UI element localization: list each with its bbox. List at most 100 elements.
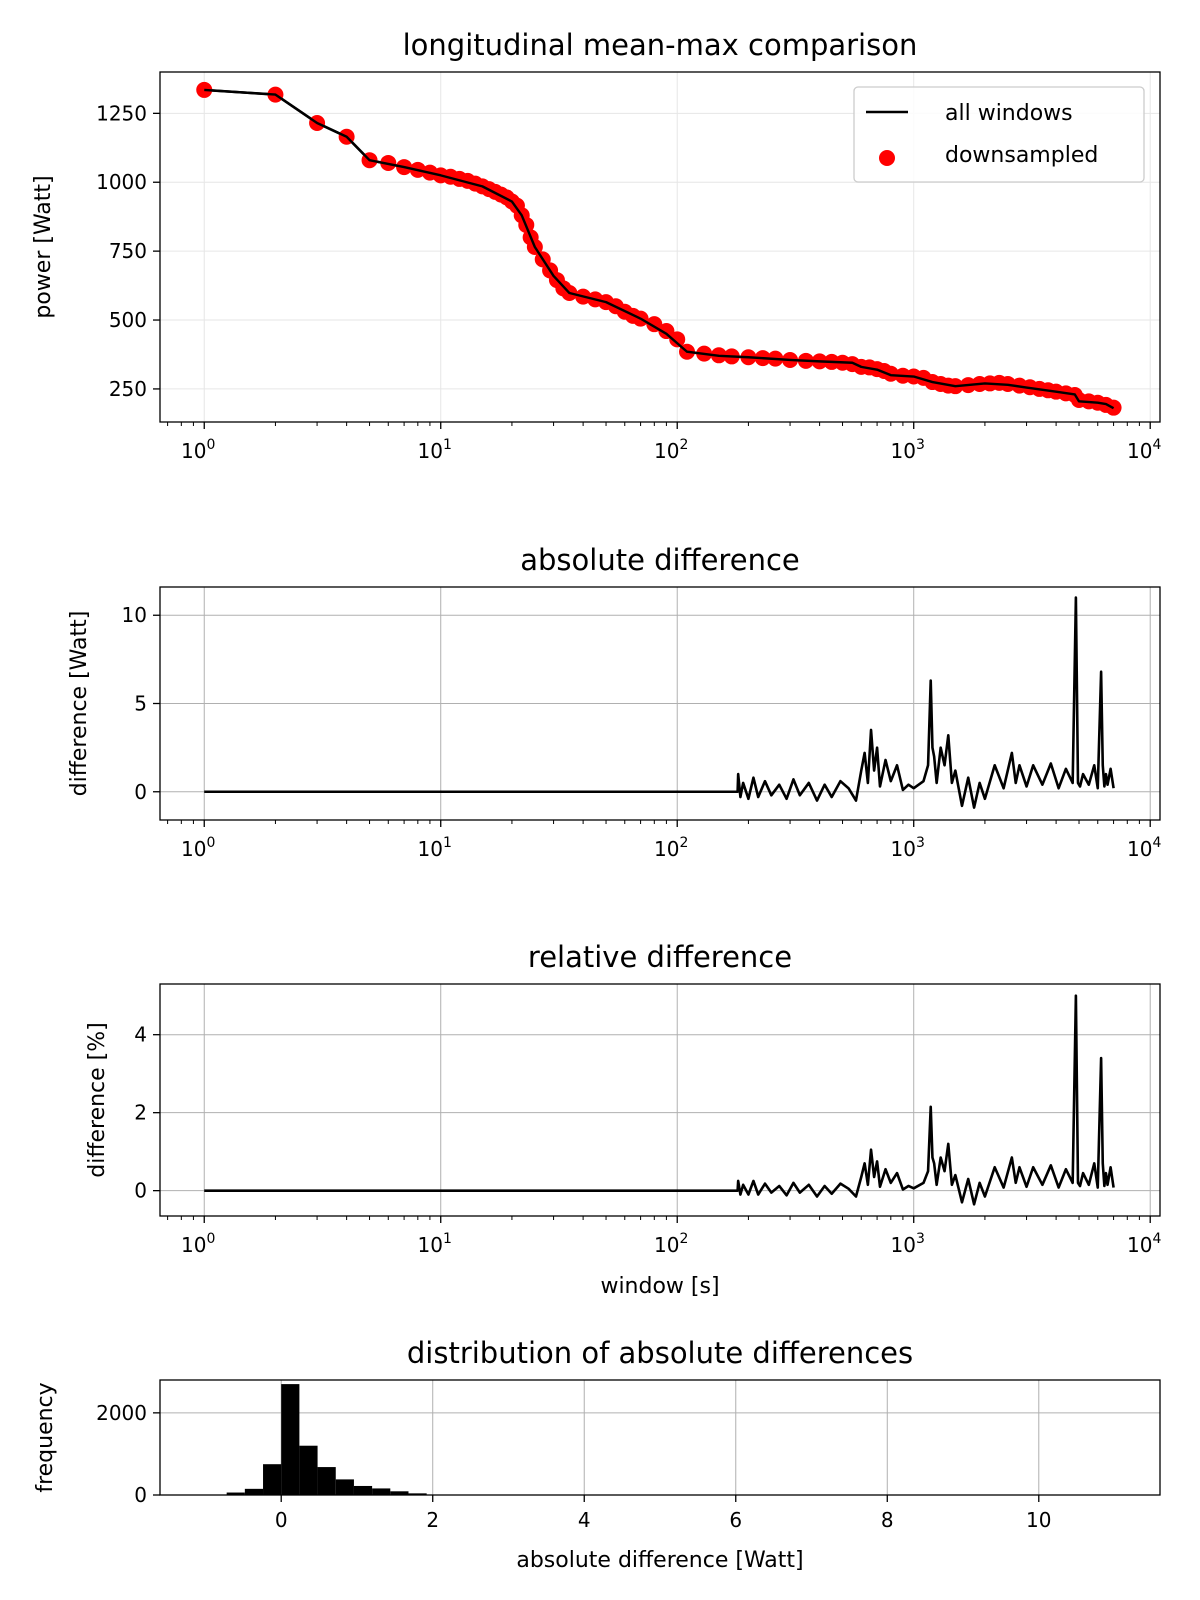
- axes-frame: [159, 1379, 1161, 1496]
- y-tick-label: 2000: [96, 1401, 147, 1425]
- legend: all windows downsampled: [853, 86, 1145, 183]
- histogram-bar: [317, 1467, 336, 1495]
- x-axis-label: window [s]: [600, 1274, 719, 1299]
- scatter-point: [669, 331, 686, 348]
- x-tick-exponent: 2: [679, 835, 688, 851]
- y-axis-label: frequency: [33, 1382, 58, 1492]
- x-tick-label: 104: [1127, 835, 1161, 861]
- x-tick-base: 10: [181, 439, 206, 463]
- x-tick-label: 101: [418, 437, 452, 463]
- x-tick-base: 10: [418, 837, 443, 861]
- y-tick-label: 500: [109, 308, 147, 332]
- x-tick-label: 0: [275, 1508, 288, 1532]
- x-tick-label: 103: [891, 835, 925, 861]
- histogram-bars: [226, 1384, 427, 1495]
- y-tick-label: 10: [122, 603, 147, 627]
- x-tick-label: 104: [1127, 437, 1161, 463]
- x-tick-label: 6: [729, 1508, 742, 1532]
- histogram-bar: [244, 1488, 264, 1495]
- x-tick-exponent: 3: [916, 437, 925, 453]
- y-tick-label: 2: [134, 1101, 147, 1125]
- x-tick-exponent: 1: [443, 835, 452, 851]
- legend-label: downsampled: [945, 143, 1098, 168]
- histogram-bar: [372, 1488, 391, 1495]
- histogram-bar: [353, 1485, 373, 1495]
- y-tick-label: 1000: [96, 170, 147, 194]
- x-tick-label: 103: [891, 437, 925, 463]
- histogram-bar: [281, 1384, 300, 1495]
- x-tick-base: 10: [418, 1233, 443, 1257]
- x-tick-label: 4: [578, 1508, 591, 1532]
- x-tick-base: 10: [891, 1233, 916, 1257]
- x-tick-base: 10: [418, 439, 443, 463]
- x-tick-label: 10: [1026, 1508, 1051, 1532]
- legend-label: all windows: [945, 101, 1073, 126]
- x-tick-base: 10: [1127, 1233, 1152, 1257]
- histogram-bar: [299, 1445, 318, 1495]
- y-tick-label: 4: [134, 1023, 147, 1047]
- x-tick-base: 10: [654, 837, 679, 861]
- x-tick-label: 102: [654, 437, 688, 463]
- chart-title: absolute difference: [520, 543, 799, 577]
- x-tick-label: 8: [881, 1508, 894, 1532]
- axes-frame: [159, 71, 1161, 423]
- histogram-bar: [263, 1464, 282, 1495]
- x-tick-exponent: 4: [1152, 1231, 1161, 1247]
- x-tick-label: 102: [654, 1231, 688, 1257]
- chart-panel-1: 100 101 102 103 10425050075010001250longitud…: [31, 28, 1161, 463]
- histogram-bar: [390, 1491, 409, 1495]
- x-tick-label: 104: [1127, 1231, 1161, 1257]
- x-tick-exponent: 2: [679, 1231, 688, 1247]
- y-tick-label: 250: [109, 377, 147, 401]
- y-axis-label: power [Watt]: [31, 175, 56, 318]
- x-tick-exponent: 4: [1152, 835, 1161, 851]
- x-tick-base: 10: [654, 1233, 679, 1257]
- y-axis-label: difference [%]: [85, 1022, 110, 1178]
- chart-title: longitudinal mean-max comparison: [403, 28, 918, 62]
- x-tick-exponent: 3: [916, 1231, 925, 1247]
- x-tick-base: 10: [654, 439, 679, 463]
- x-tick-base: 10: [891, 837, 916, 861]
- x-tick-base: 10: [1127, 837, 1152, 861]
- x-tick-label: 101: [418, 1231, 452, 1257]
- legend-box: [853, 86, 1145, 183]
- x-tick-base: 10: [1127, 439, 1152, 463]
- series-line: [204, 994, 1115, 1206]
- y-tick-label: 0: [134, 1483, 147, 1507]
- scatter-point: [882, 365, 899, 382]
- x-tick-exponent: 1: [443, 437, 452, 453]
- scatter-point: [658, 323, 675, 340]
- y-tick-label: 5: [134, 692, 147, 716]
- x-tick-exponent: 0: [207, 437, 216, 453]
- chart-panel-4: 0 2 4 6 8 10 0 2000 distribution of absolute dif…: [33, 1336, 1161, 1573]
- x-tick-exponent: 4: [1152, 437, 1161, 453]
- histogram-bar: [226, 1492, 245, 1495]
- y-tick-label: 0: [134, 780, 147, 804]
- x-tick-base: 10: [891, 439, 916, 463]
- chart-title: relative difference: [528, 940, 792, 974]
- x-tick-exponent: 1: [443, 1231, 452, 1247]
- legend-marker-swatch: [879, 150, 895, 166]
- y-axis-label: difference [Watt]: [67, 611, 92, 797]
- x-axis-label: absolute difference [Watt]: [516, 1548, 803, 1573]
- x-tick-label: 2: [426, 1508, 439, 1532]
- histogram-bar: [408, 1493, 427, 1495]
- x-tick-label: 101: [418, 835, 452, 861]
- chart-title: distribution of absolute differences: [407, 1336, 913, 1370]
- axes-frame: [159, 983, 1161, 1217]
- x-tick-label: 100: [181, 437, 215, 463]
- series-line-overlay: [204, 88, 1115, 410]
- x-tick-base: 10: [181, 837, 206, 861]
- x-tick-exponent: 0: [207, 1231, 216, 1247]
- histogram-bar: [335, 1479, 354, 1495]
- x-tick-base: 10: [181, 1233, 206, 1257]
- x-tick-label: 100: [181, 1231, 215, 1257]
- x-tick-exponent: 3: [916, 835, 925, 851]
- y-tick-label: 1250: [96, 101, 147, 125]
- x-tick-exponent: 0: [207, 835, 216, 851]
- series-line: [204, 596, 1115, 809]
